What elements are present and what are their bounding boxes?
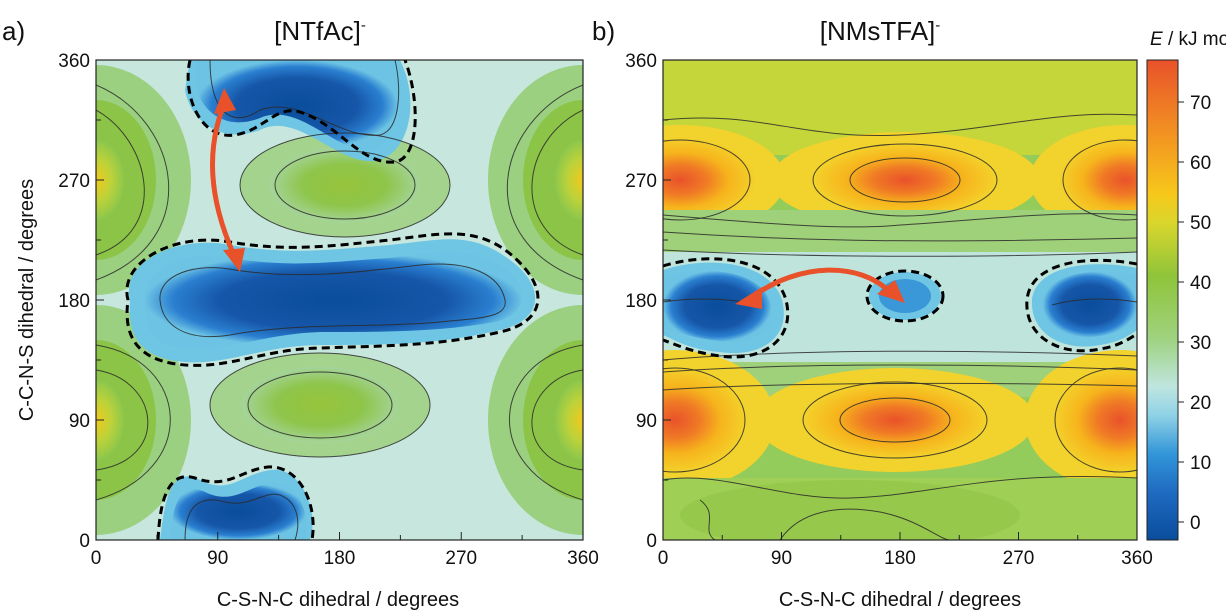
panel-a: a) [NTfAc]- <box>2 16 599 611</box>
panel-a-title: [NTfAc]- <box>274 16 366 46</box>
x-tick-label: 360 <box>567 548 599 569</box>
panel-b-label: b) <box>592 16 615 46</box>
colorbar-label: E / kJ mol-1 <box>1150 24 1226 50</box>
colorbar-tick-label: 10 <box>1190 453 1211 474</box>
y-tick-label: 0 <box>79 531 90 552</box>
colorbar-gradient <box>1146 59 1179 541</box>
panel-b-heatmap <box>663 60 1137 540</box>
y-tick-label: 360 <box>625 51 657 72</box>
y-tick-label: 0 <box>646 531 657 552</box>
panel-a-axes: 0 90 180 270 360 0 90 180 270 360 <box>58 51 599 569</box>
colorbar-tick-label: 30 <box>1190 333 1211 354</box>
colorbar-tick-label: 60 <box>1190 153 1211 174</box>
x-tick-label: 0 <box>658 548 669 569</box>
colorbar-ticks: 0 10 20 30 40 50 60 70 <box>1178 93 1211 534</box>
y-tick-label: 180 <box>58 291 90 312</box>
x-tick-label: 90 <box>207 548 228 569</box>
x-tick-label: 0 <box>91 548 102 569</box>
y-tick-label: 180 <box>625 291 657 312</box>
x-tick-label: 180 <box>324 548 356 569</box>
x-tick-label: 180 <box>884 548 916 569</box>
y-tick-label: 270 <box>625 171 657 192</box>
y-tick-label: 270 <box>58 171 90 192</box>
panel-b-axes: 0 90 180 270 360 0 90 180 270 360 <box>625 51 1153 569</box>
x-tick-label: 360 <box>1121 548 1153 569</box>
colorbar-tick-label: 40 <box>1190 273 1211 294</box>
x-tick-label: 90 <box>771 548 792 569</box>
colorbar-tick-label: 20 <box>1190 393 1211 414</box>
panel-a-xlabel: C-S-N-C dihedral / degrees <box>217 589 459 611</box>
panel-a-ylabel: C-C-N-S dihedral / degrees <box>16 179 38 421</box>
colorbar-tick-label: 0 <box>1190 513 1201 534</box>
y-tick-label: 360 <box>58 51 90 72</box>
panel-a-heatmap <box>96 60 583 540</box>
colorbar: E / kJ mol-1 0 10 20 30 40 50 60 70 <box>1146 24 1226 541</box>
panel-a-label: a) <box>2 16 25 46</box>
x-tick-label: 270 <box>445 548 477 569</box>
y-tick-label: 90 <box>636 411 657 432</box>
colorbar-tick-label: 70 <box>1190 93 1211 114</box>
x-tick-label: 270 <box>1003 548 1035 569</box>
colorbar-tick-label: 50 <box>1190 213 1211 234</box>
y-tick-label: 90 <box>69 411 90 432</box>
panel-b-title: [NMsTFA]- <box>820 16 941 46</box>
panel-b: b) [NMsTFA]- <box>592 16 1153 611</box>
panel-b-xlabel: C-S-N-C dihedral / degrees <box>779 589 1021 611</box>
